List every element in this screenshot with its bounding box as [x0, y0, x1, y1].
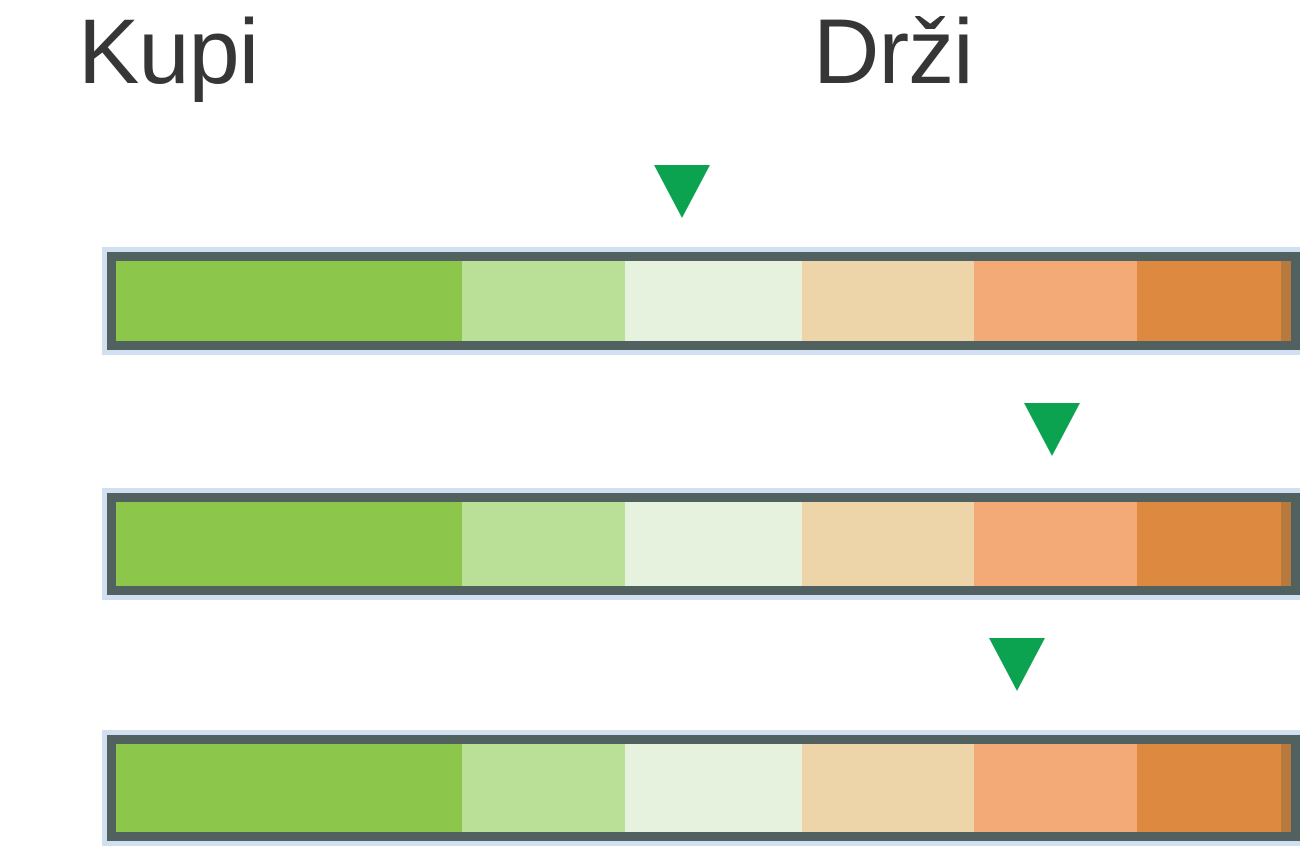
- triangle-down-marker-icon: [1024, 403, 1080, 456]
- gauge-segment-level-3-weak-buy: [625, 502, 802, 586]
- gauge-bar: [107, 735, 1300, 841]
- gauge-segment-level-5-weak-sell: [974, 744, 1137, 832]
- gauge-segment-level-1-strong-buy: [116, 744, 462, 832]
- gauge-segment-level-5-weak-sell: [974, 261, 1137, 341]
- gauge-segment-level-2-buy: [462, 502, 625, 586]
- gauge-segment-level-1-strong-buy: [116, 261, 462, 341]
- gauge-segment-level-4-hold: [802, 261, 974, 341]
- axis-label-drzi: Drži: [813, 1, 974, 103]
- gauge-segment-level-1-strong-buy: [116, 502, 462, 586]
- gauge-segment-level-6-sell: [1137, 502, 1291, 586]
- gauge-bar: [107, 252, 1300, 350]
- gauge-segment-level-4-hold: [802, 744, 974, 832]
- triangle-down-marker-icon: [654, 165, 710, 218]
- triangle-down-marker-icon: [989, 638, 1045, 691]
- gauge-segment-level-2-buy: [462, 744, 625, 832]
- axis-label-kupi: Kupi: [78, 1, 259, 103]
- gauge-segment-level-6-sell: [1137, 261, 1291, 341]
- gauge-segment-level-2-buy: [462, 261, 625, 341]
- gauge-segment-level-3-weak-buy: [625, 261, 802, 341]
- gauge-bar: [107, 493, 1300, 595]
- gauge-segment-level-6-sell: [1137, 744, 1291, 832]
- gauge-segment-level-3-weak-buy: [625, 744, 802, 832]
- gauge-segment-level-5-weak-sell: [974, 502, 1137, 586]
- gauge-segment-level-4-hold: [802, 502, 974, 586]
